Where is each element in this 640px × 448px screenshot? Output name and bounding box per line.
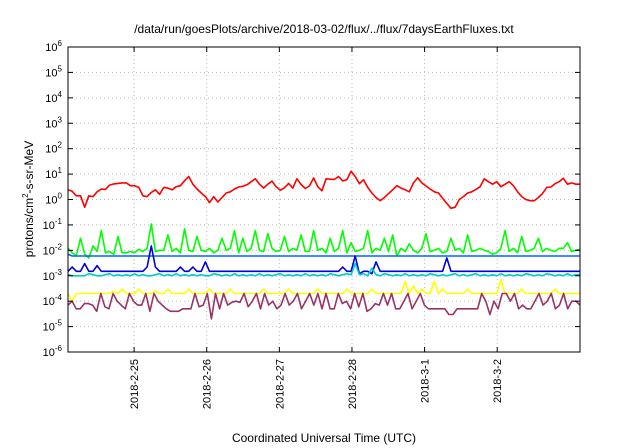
y-tick-base: 10 — [45, 169, 57, 181]
y-tick-exponent: 1 — [58, 166, 63, 175]
x-tick-label: 2018-3-1 — [420, 359, 432, 403]
y-tick-exponent: 6 — [58, 39, 63, 48]
y-tick-exponent: -3 — [55, 268, 63, 277]
chart-title: /data/run/goesPlots/archive/2018-03-02/f… — [134, 22, 514, 36]
y-tick-label: 10-2 — [43, 242, 63, 257]
y-tick-exponent: 3 — [58, 115, 63, 124]
y-tick-exponent: 2 — [58, 141, 63, 150]
y-tick-base: 10 — [45, 67, 57, 79]
y-tick-exponent: -5 — [55, 319, 63, 328]
x-tick-label: 2018-2-27 — [274, 359, 286, 409]
y-tick-base: 10 — [43, 347, 55, 359]
series-group — [67, 170, 581, 320]
y-tick-base: 10 — [45, 118, 57, 130]
series-line-6 — [67, 292, 581, 320]
y-tick-label: 106 — [45, 39, 62, 54]
y-tick-base: 10 — [43, 220, 55, 232]
y-axis-ticks: 10-610-510-410-310-210-11001011021031041… — [43, 39, 580, 359]
series-line-4 — [67, 262, 580, 277]
y-tick-label: 103 — [45, 115, 62, 130]
y-tick-base: 10 — [43, 296, 55, 308]
y-tick-base: 10 — [45, 42, 57, 54]
y-tick-label: 100 — [45, 192, 62, 207]
y-tick-exponent: -2 — [55, 242, 63, 251]
y-tick-label: 10-5 — [43, 319, 63, 334]
y-tick-label: 10-3 — [43, 268, 63, 283]
y-axis-label-sup: 2 — [21, 193, 30, 198]
y-tick-exponent: 5 — [58, 64, 63, 73]
y-tick-label: 101 — [45, 166, 62, 181]
y-tick-label: 10-4 — [43, 293, 63, 308]
x-tick-label: 2018-2-26 — [202, 359, 214, 409]
series-line-0 — [67, 170, 580, 210]
series-line-5 — [67, 278, 580, 303]
y-tick-label: 102 — [45, 141, 62, 156]
y-tick-base: 10 — [45, 195, 57, 207]
y-tick-exponent: -6 — [55, 344, 63, 353]
series-line-3 — [67, 245, 580, 275]
y-tick-label: 104 — [45, 90, 62, 105]
y-tick-base: 10 — [45, 144, 57, 156]
x-axis-ticks: 2018-2-25 2018-2-26 2018-2-27 2018-2-28 2018… — [129, 47, 504, 409]
x-tick-label: 2018-3-2 — [492, 359, 504, 403]
y-tick-base: 10 — [43, 271, 55, 283]
y-tick-base: 10 — [43, 322, 55, 334]
y-tick-label: 10-6 — [43, 344, 63, 359]
x-tick-label: 2018-2-25 — [129, 359, 141, 409]
x-tick-label: 2018-2-28 — [347, 359, 359, 409]
y-tick-base: 10 — [45, 93, 57, 105]
y-tick-exponent: 0 — [58, 192, 63, 201]
y-tick-label: 10-1 — [43, 217, 63, 232]
y-tick-exponent: -1 — [55, 217, 63, 226]
y-tick-base: 10 — [43, 245, 55, 257]
y-axis-label-main: protons/cm — [22, 198, 36, 257]
y-axis-label-tail: -s-sr-MeV — [22, 141, 36, 194]
y-tick-exponent: 4 — [58, 90, 63, 99]
y-tick-label: 105 — [45, 64, 62, 79]
y-tick-exponent: -4 — [55, 293, 63, 302]
x-axis-label: Coordinated Universal Time (UTC) — [232, 431, 416, 445]
series-line-1 — [67, 223, 581, 259]
y-axis-label: protons/cm2-s-sr-MeV — [21, 141, 36, 257]
